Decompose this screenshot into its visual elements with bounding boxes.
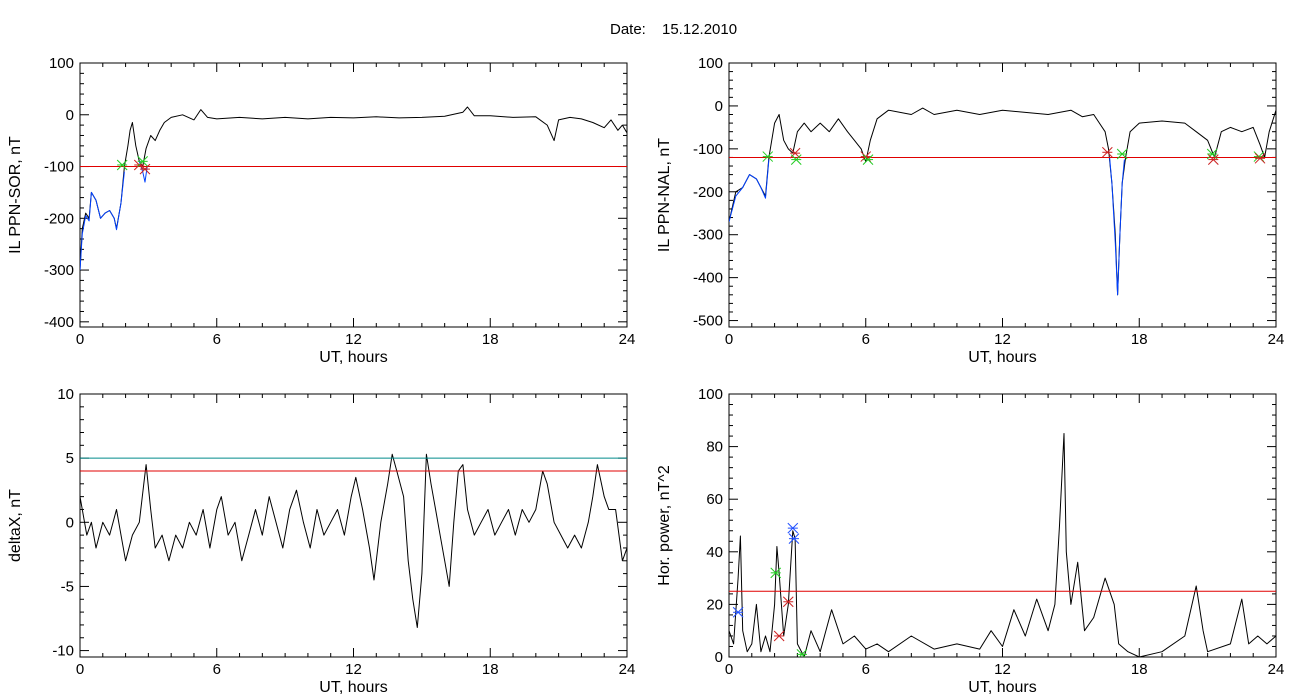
y-tick-label: 0 (66, 514, 74, 531)
y-tick-label: -300 (693, 227, 723, 244)
y-tick-label: -400 (693, 270, 723, 287)
series-line-0 (729, 107, 1276, 296)
x-tick-label: 24 (619, 331, 636, 348)
x-axis-label: UT, hours (968, 679, 1036, 696)
y-tick-label: -10 (52, 643, 74, 660)
event-marker (1207, 154, 1219, 165)
event-marker (789, 147, 801, 159)
plot-frame (728, 393, 1277, 658)
plot-frame (728, 62, 1277, 328)
y-tick-label: 0 (66, 107, 74, 124)
y-tick-label: -300 (44, 262, 74, 279)
y-tick-label: 100 (698, 55, 723, 72)
y-tick-label: 10 (57, 386, 74, 403)
event-marker (788, 533, 800, 545)
x-tick-label: 0 (725, 331, 733, 348)
y-tick-label: 100 (49, 55, 74, 72)
series-line-2 (1109, 157, 1125, 296)
x-tick-label: 6 (213, 331, 221, 348)
figure-title: Date: 15.12.2010 (610, 21, 737, 38)
y-tick-label: -5 (61, 578, 74, 595)
plot-frame (79, 62, 628, 328)
x-tick-label: 0 (76, 331, 84, 348)
plot-data (80, 453, 627, 628)
event-marker (770, 567, 782, 579)
event-marker (116, 159, 128, 171)
y-tick-label: 60 (706, 491, 723, 508)
y-tick-label: 0 (715, 98, 723, 115)
plot-data (729, 433, 1276, 657)
event-marker (787, 522, 799, 534)
x-tick-label: 12 (345, 331, 362, 348)
y-axis-label: IL PPN-SOR, nT (7, 136, 24, 254)
event-marker (732, 606, 744, 618)
series-line-0 (80, 453, 627, 628)
panel-deltax: 0 6 12 18 24 -10 -5 0 5 10 UT, hours deltaX, nT (7, 386, 635, 696)
x-axis-label: UT, hours (319, 349, 387, 366)
y-axis-label: Hor. power, nT^2 (656, 465, 673, 586)
panel-il-sor: 0 6 12 18 24 -400 -300 -200 -100 0 100 UT, hours IL … (7, 55, 635, 366)
x-tick-label: 6 (862, 661, 870, 678)
x-tick-label: 18 (1131, 331, 1148, 348)
series-line-1 (729, 159, 770, 222)
x-tick-label: 0 (725, 661, 733, 678)
plot-data (80, 106, 627, 271)
y-tick-label: -200 (44, 210, 74, 227)
x-tick-label: 18 (482, 331, 499, 348)
plot-data (729, 107, 1276, 296)
event-marker (1101, 146, 1113, 158)
x-axis-label: UT, hours (319, 679, 387, 696)
x-tick-label: 6 (862, 331, 870, 348)
x-tick-label: 0 (76, 661, 84, 678)
y-tick-label: -200 (693, 184, 723, 201)
y-axis-label: IL PPN-NAL, nT (656, 138, 673, 252)
x-tick-label: 12 (994, 661, 1011, 678)
y-tick-label: -500 (693, 313, 723, 330)
series-line-0 (729, 433, 1276, 657)
y-tick-label: 5 (66, 450, 74, 467)
y-tick-label: 80 (706, 439, 723, 456)
y-tick-label: 0 (715, 649, 723, 666)
event-marker (1116, 148, 1128, 160)
panel-hor-power: 0 6 12 18 24 0 20 40 60 80 100 UT, hours Hor. power,… (656, 386, 1284, 696)
y-tick-label: -100 (693, 141, 723, 158)
x-tick-label: 24 (619, 661, 636, 678)
y-tick-label: 100 (698, 386, 723, 403)
x-axis-label: UT, hours (968, 349, 1036, 366)
date-value: 15.12.2010 (662, 21, 737, 38)
panel-il-nal: 0 6 12 18 24 -500 -400 -300 -200 -100 0 100 UT, hour… (656, 55, 1284, 366)
x-tick-label: 6 (213, 661, 221, 678)
x-tick-label: 18 (482, 661, 499, 678)
y-tick-label: -400 (44, 314, 74, 331)
y-tick-label: -100 (44, 159, 74, 176)
x-tick-label: 12 (994, 331, 1011, 348)
event-marker (782, 596, 794, 608)
event-marker (862, 154, 874, 165)
y-tick-label: 20 (706, 596, 723, 613)
event-marker (790, 154, 802, 165)
x-tick-label: 12 (345, 661, 362, 678)
x-tick-label: 18 (1131, 661, 1148, 678)
x-tick-label: 24 (1268, 661, 1285, 678)
event-marker (1254, 152, 1266, 164)
date-label: Date: (610, 21, 646, 38)
event-marker (139, 163, 151, 175)
x-tick-label: 24 (1268, 331, 1285, 348)
y-tick-label: 40 (706, 544, 723, 561)
event-marker (137, 155, 149, 167)
event-marker (773, 630, 785, 642)
event-marker (762, 151, 774, 162)
series-line-0 (80, 106, 627, 271)
y-axis-label: deltaX, nT (7, 489, 24, 562)
event-marker (796, 649, 808, 657)
series-line-1 (80, 171, 125, 271)
plot-frame (79, 393, 628, 658)
